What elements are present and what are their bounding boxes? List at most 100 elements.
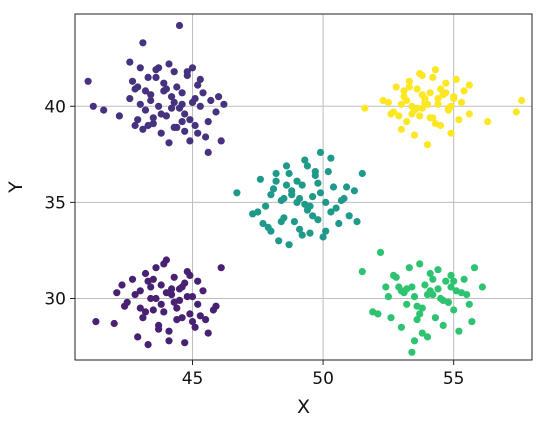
data-point — [309, 193, 317, 201]
data-point — [175, 285, 184, 293]
data-point — [202, 316, 210, 324]
data-point — [447, 283, 455, 291]
data-point — [165, 337, 173, 345]
data-point — [275, 237, 283, 245]
data-point — [264, 223, 272, 231]
data-point — [335, 219, 343, 228]
data-point — [196, 102, 204, 110]
data-point — [209, 306, 217, 314]
data-point — [178, 100, 186, 108]
data-point — [410, 293, 419, 301]
data-point — [178, 314, 186, 322]
data-point — [92, 318, 100, 326]
data-point — [269, 185, 278, 193]
data-point — [207, 96, 215, 105]
data-point — [181, 110, 189, 118]
data-point — [460, 275, 468, 283]
data-point — [418, 91, 426, 99]
data-point — [303, 162, 311, 170]
data-point — [136, 64, 144, 72]
data-point — [309, 212, 317, 220]
data-point — [196, 312, 204, 320]
data-point — [397, 100, 405, 108]
data-point — [285, 241, 293, 249]
data-point — [426, 287, 434, 295]
data-point — [447, 102, 455, 110]
data-point — [314, 216, 322, 224]
data-point — [512, 108, 520, 116]
data-point — [157, 281, 165, 289]
data-point — [296, 225, 304, 233]
data-point — [170, 98, 178, 106]
data-point — [170, 68, 178, 76]
data-point — [118, 281, 126, 289]
data-point — [194, 81, 202, 89]
data-point — [405, 83, 413, 91]
data-point — [157, 300, 165, 308]
data-point — [442, 277, 450, 285]
data-point — [437, 85, 445, 93]
data-point — [199, 287, 207, 295]
data-point — [397, 323, 405, 331]
data-point — [434, 266, 442, 274]
data-point — [160, 260, 168, 268]
data-point — [431, 66, 439, 74]
data-point — [429, 275, 437, 283]
data-point — [173, 83, 181, 91]
data-point — [139, 125, 147, 133]
data-point — [168, 104, 176, 112]
data-point — [316, 189, 325, 197]
data-point — [267, 191, 275, 199]
data-point — [175, 21, 184, 30]
data-point — [280, 194, 288, 203]
data-point — [277, 218, 285, 226]
data-point — [155, 325, 163, 333]
data-point — [518, 96, 526, 105]
data-point — [337, 196, 345, 205]
data-point — [160, 308, 168, 316]
data-point — [421, 281, 429, 289]
data-point — [204, 329, 212, 337]
data-point — [423, 141, 432, 149]
data-point — [405, 77, 413, 85]
data-point — [382, 283, 390, 291]
y-tick-label: 35 — [44, 193, 66, 213]
data-point — [141, 269, 150, 278]
data-point — [134, 116, 142, 124]
data-point — [316, 148, 325, 156]
data-point — [136, 304, 144, 312]
x-axis-label: X — [297, 396, 310, 418]
data-point — [400, 87, 408, 95]
data-point — [418, 329, 426, 337]
data-point — [447, 271, 455, 279]
data-point — [128, 275, 137, 283]
data-point — [293, 177, 301, 185]
data-point — [290, 218, 298, 226]
data-point — [191, 323, 199, 331]
data-point — [387, 314, 395, 322]
data-point — [306, 229, 314, 237]
data-point — [147, 91, 155, 99]
data-point — [410, 337, 419, 345]
axis-ticks: 45 50 55 30 35 40 — [44, 97, 464, 389]
data-point — [282, 181, 291, 189]
data-point — [183, 68, 191, 76]
data-point — [136, 287, 144, 295]
data-point — [173, 304, 181, 312]
data-point — [403, 118, 411, 126]
data-point — [149, 114, 157, 122]
data-point — [403, 96, 411, 105]
data-point — [390, 271, 398, 279]
data-point — [343, 183, 351, 191]
y-tick-label: 30 — [44, 289, 66, 309]
data-point — [384, 293, 392, 301]
data-point — [191, 121, 199, 130]
data-point — [306, 202, 314, 210]
data-point — [259, 219, 267, 228]
data-point — [144, 341, 152, 349]
plot-frame — [74, 13, 533, 361]
data-point — [322, 227, 330, 235]
data-point — [413, 85, 421, 93]
y-axis-label: Y — [5, 181, 27, 194]
data-point — [410, 106, 419, 114]
